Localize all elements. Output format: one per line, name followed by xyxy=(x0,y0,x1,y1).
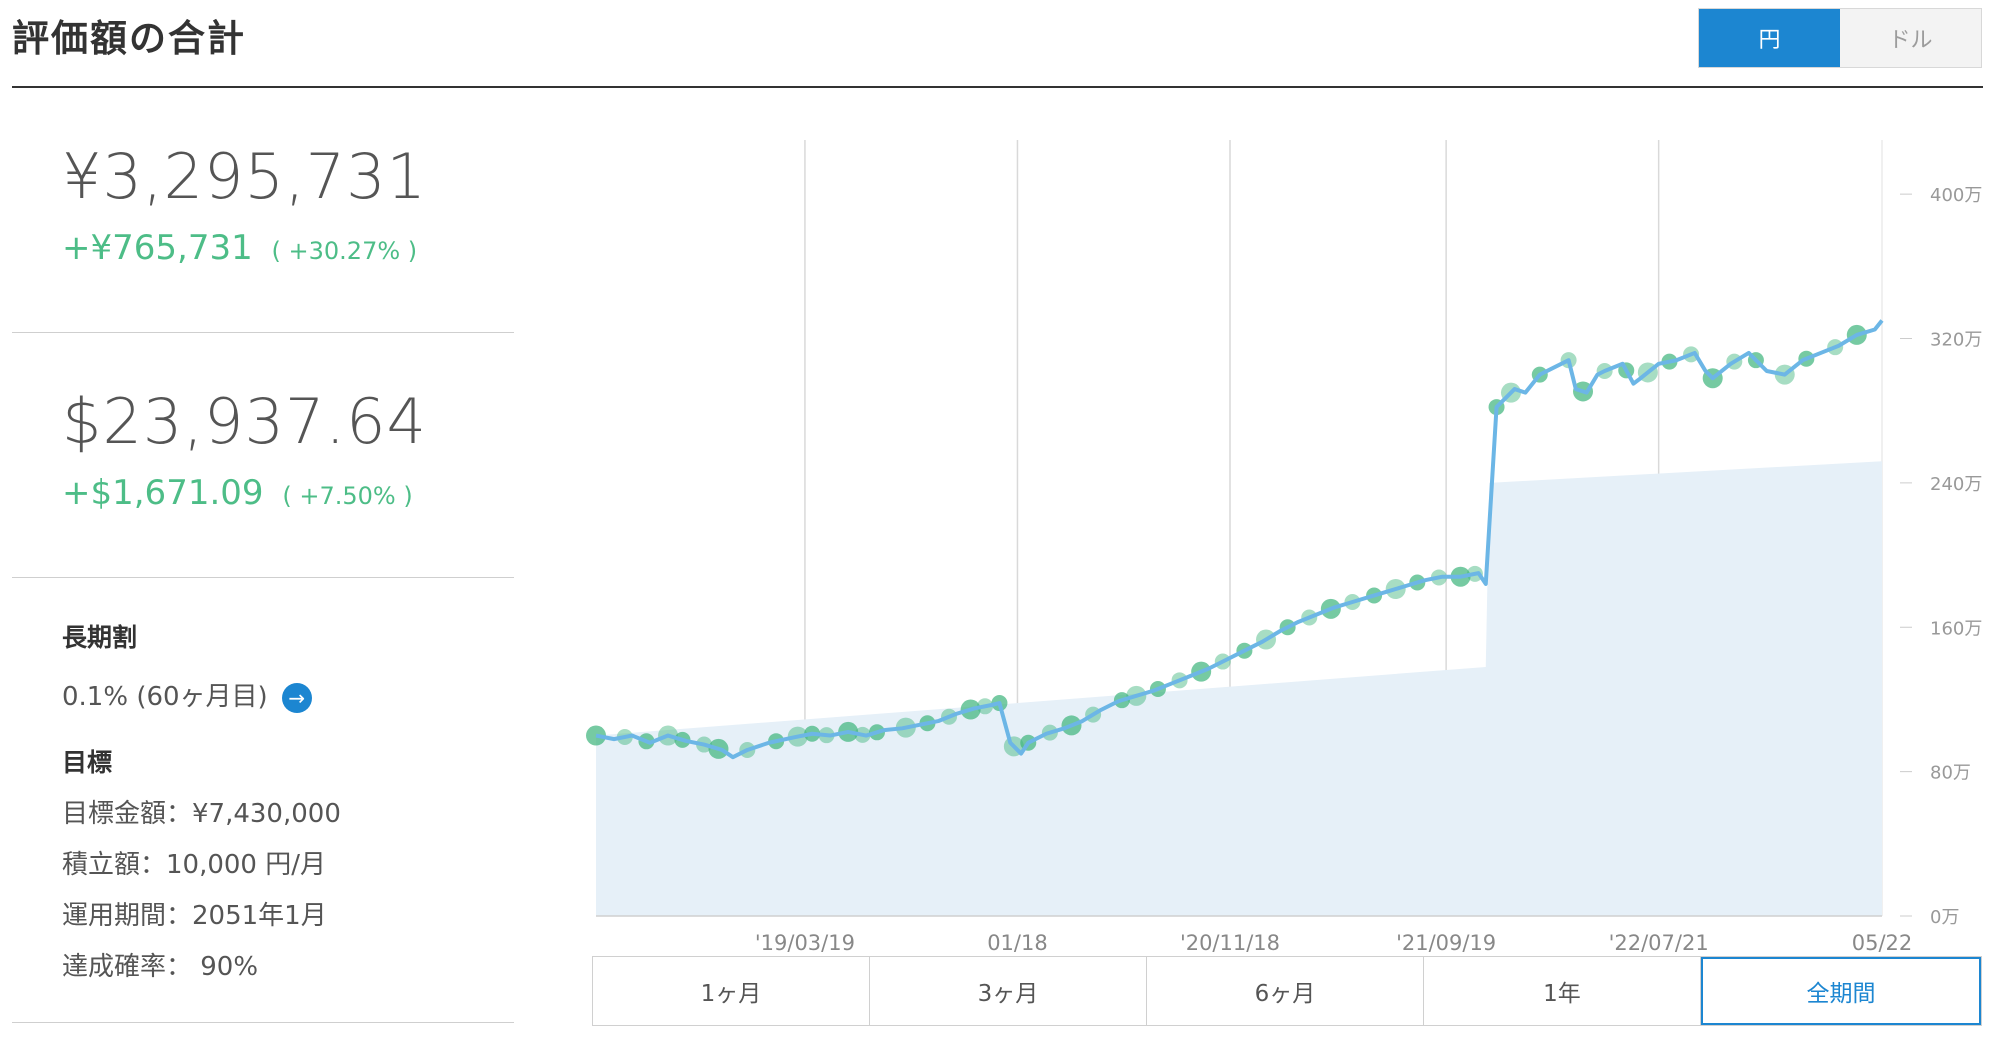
period-6m-button[interactable]: 6ヶ月 xyxy=(1147,957,1424,1025)
goal-target-amount: 目標金額：¥7,430,000 xyxy=(62,799,341,829)
usd-gain: +$1,671.09 ( +7.50% ) xyxy=(62,473,413,513)
chart-svg: 0万 80万 160万 240万 320万 400万 '19/03/19 01/18 '20/1… xyxy=(586,140,1982,955)
valuation-line xyxy=(595,319,1884,760)
valuation-chart[interactable]: 0万 80万 160万 240万 320万 400万 '19/03/19 01/18 '20/1… xyxy=(580,130,2000,960)
long-term-discount-value: 0.1% (60ヶ月目) → xyxy=(62,676,514,713)
summary-panel: ¥3,295,731 +¥765,731 ( +30.27% ) $23,937… xyxy=(12,88,514,983)
usd-summary: $23,937.64 +$1,671.09 ( +7.50% ) xyxy=(12,333,514,578)
long-term-discount-label: 長期割 xyxy=(62,623,138,652)
x-tick-label: 05/22 xyxy=(1852,931,1913,955)
x-tick-label: '20/11/18 xyxy=(1180,931,1280,955)
x-tick-label: '19/03/19 xyxy=(755,931,855,955)
yen-total: ¥3,295,731 xyxy=(62,140,427,213)
period-1m-button[interactable]: 1ヶ月 xyxy=(593,957,870,1025)
yen-summary: ¥3,295,731 +¥765,731 ( +30.27% ) xyxy=(12,88,514,333)
contribution-area xyxy=(596,461,1882,916)
goal-monthly-contribution: 積立額：10,000 円/月 xyxy=(62,850,326,880)
currency-toggle[interactable]: 円 ドル xyxy=(1698,8,1982,68)
long-term-discount-text: 0.1% (60ヶ月目) xyxy=(62,682,268,712)
currency-dollar-button[interactable]: ドル xyxy=(1840,9,1981,67)
yen-gain-amount: +¥765,731 xyxy=(62,228,253,268)
arrow-right-icon[interactable]: → xyxy=(281,682,312,713)
y-tick-label: 400万 xyxy=(1930,185,1982,206)
period-selector[interactable]: 1ヶ月 3ヶ月 6ヶ月 1年 全期間 xyxy=(592,956,1982,1026)
usd-total: $23,937.64 xyxy=(62,385,427,458)
goal-info: 長期割 0.1% (60ヶ月目) → 目標 目標金額：¥7,430,000 積立額… xyxy=(12,578,514,983)
yen-gain: +¥765,731 ( +30.27% ) xyxy=(62,228,417,268)
period-all-button[interactable]: 全期間 xyxy=(1701,957,1981,1025)
goal-probability: 達成確率： 90% xyxy=(62,952,259,982)
period-3m-button[interactable]: 3ヶ月 xyxy=(870,957,1147,1025)
period-1y-button[interactable]: 1年 xyxy=(1424,957,1701,1025)
x-tick-label: '22/07/21 xyxy=(1609,931,1709,955)
y-tick-label: 240万 xyxy=(1930,474,1982,495)
x-tick-label: '21/09/19 xyxy=(1396,931,1496,955)
y-tick-label: 80万 xyxy=(1930,763,1971,784)
header-divider xyxy=(12,86,1983,88)
y-tick-label: 0万 xyxy=(1930,907,1959,928)
usd-gain-percent: ( +7.50% ) xyxy=(282,482,413,510)
currency-yen-button[interactable]: 円 xyxy=(1699,9,1840,67)
yen-gain-percent: ( +30.27% ) xyxy=(271,237,418,265)
goal-period: 運用期間：2051年1月 xyxy=(62,901,327,931)
left-bottom-divider xyxy=(12,1022,514,1023)
y-tick-label: 320万 xyxy=(1930,330,1982,351)
usd-gain-amount: +$1,671.09 xyxy=(62,473,264,513)
x-tick-label: 01/18 xyxy=(987,931,1048,955)
y-tick-label: 160万 xyxy=(1930,618,1982,639)
page-title: 評価額の合計 xyxy=(12,17,246,60)
goal-label: 目標 xyxy=(62,748,113,777)
data-marker xyxy=(586,725,606,746)
